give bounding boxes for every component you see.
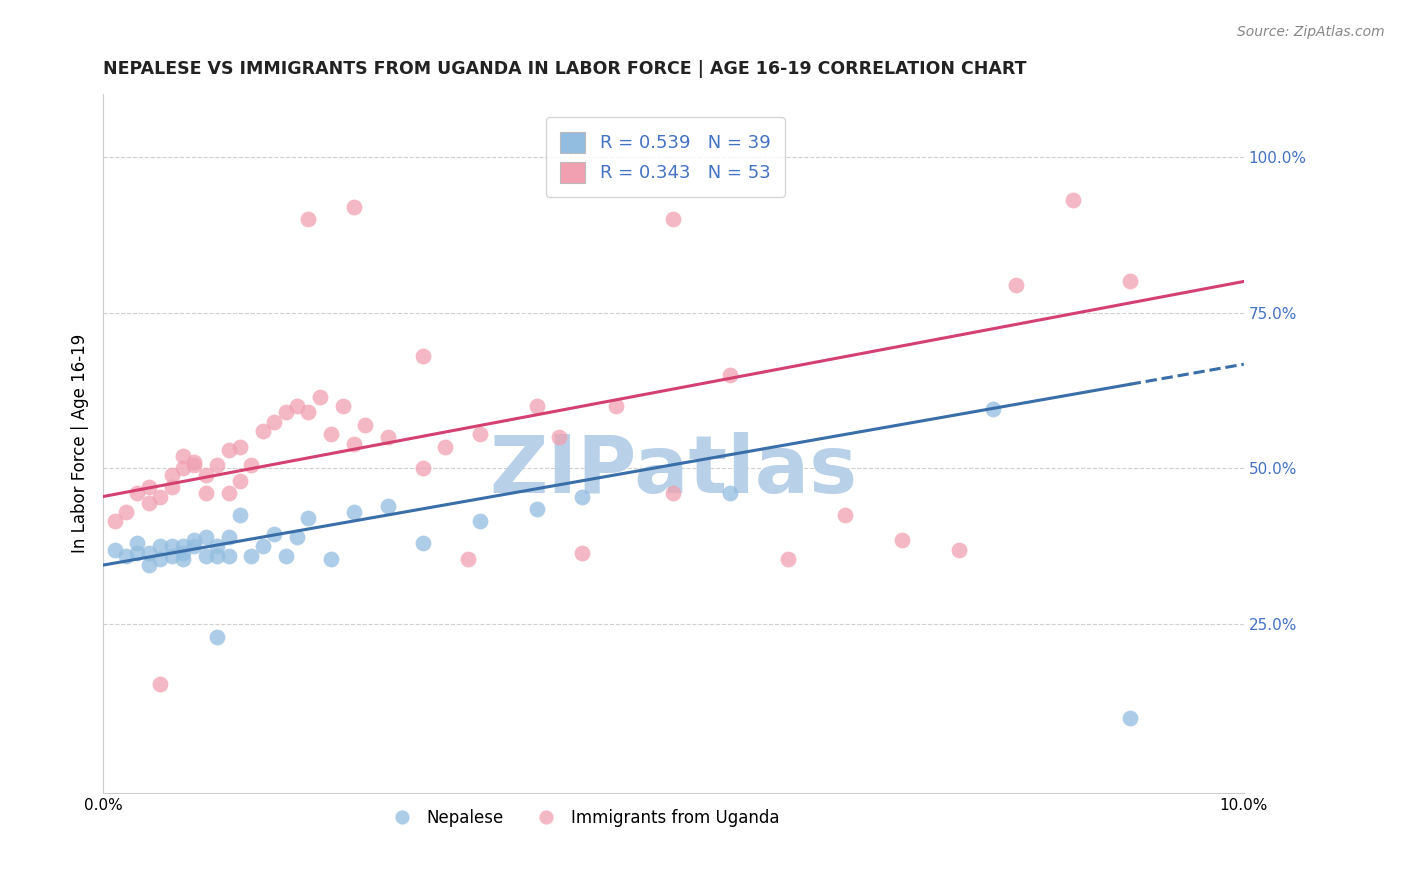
Point: [149, 552, 172, 566]
Point: [297, 405, 319, 419]
Point: [194, 549, 217, 563]
Point: [240, 458, 263, 473]
Point: [194, 486, 217, 500]
Point: [297, 212, 319, 227]
Text: ZIPatlas: ZIPatlas: [489, 433, 858, 510]
Point: [412, 461, 434, 475]
Point: [468, 427, 491, 442]
Point: [1118, 711, 1140, 725]
Point: [321, 552, 343, 566]
Point: [218, 442, 240, 457]
Text: Source: ZipAtlas.com: Source: ZipAtlas.com: [1237, 25, 1385, 39]
Point: [297, 511, 319, 525]
Point: [662, 486, 685, 500]
Point: [138, 496, 160, 510]
Point: [138, 558, 160, 573]
Point: [263, 527, 285, 541]
Point: [377, 430, 399, 444]
Point: [834, 508, 856, 523]
Point: [103, 542, 125, 557]
Point: [194, 530, 217, 544]
Point: [526, 399, 548, 413]
Point: [343, 200, 366, 214]
Point: [321, 427, 343, 442]
Point: [354, 417, 377, 432]
Y-axis label: In Labor Force | Age 16-19: In Labor Force | Age 16-19: [72, 334, 89, 553]
Point: [776, 552, 799, 566]
Point: [343, 436, 366, 450]
Point: [183, 540, 205, 554]
Point: [115, 505, 138, 519]
Point: [218, 486, 240, 500]
Point: [468, 515, 491, 529]
Point: [127, 486, 149, 500]
Point: [218, 549, 240, 563]
Point: [183, 533, 205, 548]
Point: [571, 490, 593, 504]
Point: [172, 552, 194, 566]
Legend: Nepalese, Immigrants from Uganda: Nepalese, Immigrants from Uganda: [378, 802, 786, 833]
Point: [605, 399, 627, 413]
Point: [115, 549, 138, 563]
Point: [183, 458, 205, 473]
Point: [138, 546, 160, 560]
Point: [183, 455, 205, 469]
Point: [229, 508, 252, 523]
Point: [263, 415, 285, 429]
Point: [149, 540, 172, 554]
Point: [172, 540, 194, 554]
Point: [343, 505, 366, 519]
Point: [205, 549, 228, 563]
Point: [548, 430, 571, 444]
Point: [332, 399, 354, 413]
Point: [205, 630, 228, 644]
Point: [274, 549, 297, 563]
Point: [252, 540, 274, 554]
Point: [172, 461, 194, 475]
Point: [172, 546, 194, 560]
Point: [274, 405, 297, 419]
Point: [412, 349, 434, 363]
Point: [948, 542, 970, 557]
Point: [240, 549, 263, 563]
Point: [285, 399, 308, 413]
Point: [412, 536, 434, 550]
Point: [662, 212, 685, 227]
Point: [377, 499, 399, 513]
Point: [229, 440, 252, 454]
Point: [571, 546, 593, 560]
Point: [457, 552, 479, 566]
Point: [308, 390, 330, 404]
Point: [285, 530, 308, 544]
Point: [149, 490, 172, 504]
Point: [205, 458, 228, 473]
Point: [981, 402, 1004, 417]
Point: [1062, 194, 1084, 208]
Point: [160, 467, 183, 482]
Point: [1118, 275, 1140, 289]
Point: [252, 424, 274, 438]
Point: [720, 368, 742, 382]
Point: [205, 540, 228, 554]
Point: [172, 449, 194, 463]
Point: [434, 440, 457, 454]
Point: [1004, 277, 1026, 292]
Point: [720, 486, 742, 500]
Point: [127, 536, 149, 550]
Point: [160, 549, 183, 563]
Point: [229, 474, 252, 488]
Point: [160, 540, 183, 554]
Point: [194, 467, 217, 482]
Point: [218, 530, 240, 544]
Point: [526, 502, 548, 516]
Point: [149, 676, 172, 690]
Point: [138, 480, 160, 494]
Point: [127, 546, 149, 560]
Text: NEPALESE VS IMMIGRANTS FROM UGANDA IN LABOR FORCE | AGE 16-19 CORRELATION CHART: NEPALESE VS IMMIGRANTS FROM UGANDA IN LA…: [103, 60, 1026, 78]
Point: [160, 480, 183, 494]
Point: [103, 515, 125, 529]
Point: [890, 533, 912, 548]
